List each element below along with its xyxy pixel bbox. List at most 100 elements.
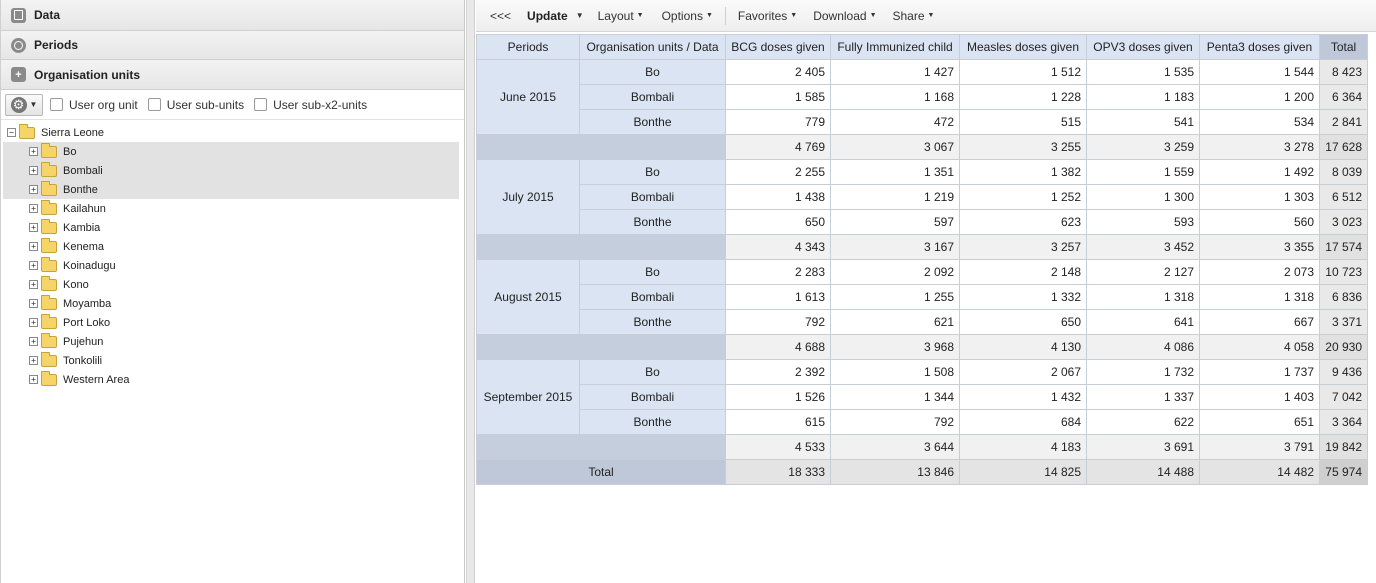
download-menu[interactable]: Download ▼ bbox=[807, 0, 882, 31]
subtotal-cell[interactable]: 4 086 bbox=[1086, 334, 1200, 360]
subtotal-cell[interactable]: 3 968 bbox=[830, 334, 960, 360]
subtotal-cell[interactable]: 3 355 bbox=[1199, 234, 1320, 260]
value-cell[interactable]: 1 403 bbox=[1199, 384, 1320, 410]
subtotal-cell[interactable]: 3 278 bbox=[1199, 134, 1320, 160]
row-total-cell[interactable]: 6 836 bbox=[1319, 284, 1368, 310]
value-cell[interactable]: 1 737 bbox=[1199, 359, 1320, 385]
row-total-cell[interactable]: 6 512 bbox=[1319, 184, 1368, 210]
subtotal-total-cell[interactable]: 17 574 bbox=[1319, 234, 1368, 260]
value-cell[interactable]: 1 559 bbox=[1086, 159, 1200, 185]
value-cell[interactable]: 622 bbox=[1086, 409, 1200, 435]
favorites-menu[interactable]: Favorites ▼ bbox=[732, 0, 803, 31]
value-cell[interactable]: 541 bbox=[1086, 109, 1200, 135]
user-sub-x2-units-checkbox[interactable]: User sub-x2-units bbox=[254, 98, 367, 112]
value-cell[interactable]: 1 318 bbox=[1086, 284, 1200, 310]
expand-icon[interactable]: + bbox=[29, 261, 38, 270]
value-cell[interactable]: 560 bbox=[1199, 209, 1320, 235]
subtotal-cell[interactable]: 4 769 bbox=[725, 134, 831, 160]
value-cell[interactable]: 1 544 bbox=[1199, 59, 1320, 85]
subtotal-cell[interactable]: 4 130 bbox=[959, 334, 1087, 360]
panel-splitter[interactable] bbox=[466, 0, 475, 583]
expand-icon[interactable]: + bbox=[29, 375, 38, 384]
subtotal-cell[interactable]: 4 688 bbox=[725, 334, 831, 360]
tree-node[interactable]: + Bo bbox=[3, 142, 459, 161]
value-cell[interactable]: 684 bbox=[959, 409, 1087, 435]
expand-icon[interactable]: + bbox=[29, 356, 38, 365]
expand-icon[interactable]: + bbox=[29, 337, 38, 346]
subtotal-cell[interactable]: 3 257 bbox=[959, 234, 1087, 260]
subtotal-cell[interactable]: 3 691 bbox=[1086, 434, 1200, 460]
value-cell[interactable]: 2 073 bbox=[1199, 259, 1320, 285]
value-cell[interactable]: 650 bbox=[959, 309, 1087, 335]
subtotal-cell[interactable]: 4 058 bbox=[1199, 334, 1320, 360]
row-total-cell[interactable]: 3 023 bbox=[1319, 209, 1368, 235]
value-cell[interactable]: 1 219 bbox=[830, 184, 960, 210]
row-total-cell[interactable]: 3 364 bbox=[1319, 409, 1368, 435]
tree-node[interactable]: + Western Area bbox=[3, 370, 459, 389]
value-cell[interactable]: 1 613 bbox=[725, 284, 831, 310]
row-total-cell[interactable]: 3 371 bbox=[1319, 309, 1368, 335]
row-total-cell[interactable]: 10 723 bbox=[1319, 259, 1368, 285]
subtotal-cell[interactable]: 4 183 bbox=[959, 434, 1087, 460]
value-cell[interactable]: 651 bbox=[1199, 409, 1320, 435]
value-cell[interactable]: 1 252 bbox=[959, 184, 1087, 210]
share-menu[interactable]: Share ▼ bbox=[887, 0, 941, 31]
subtotal-cell[interactable]: 3 452 bbox=[1086, 234, 1200, 260]
collapse-icon[interactable]: − bbox=[7, 128, 16, 137]
value-cell[interactable]: 792 bbox=[830, 409, 960, 435]
value-cell[interactable]: 1 526 bbox=[725, 384, 831, 410]
value-cell[interactable]: 1 228 bbox=[959, 84, 1087, 110]
value-cell[interactable]: 1 432 bbox=[959, 384, 1087, 410]
header-column[interactable]: Measles doses given bbox=[959, 34, 1087, 60]
value-cell[interactable]: 1 168 bbox=[830, 84, 960, 110]
subtotal-total-cell[interactable]: 17 628 bbox=[1319, 134, 1368, 160]
subtotal-cell[interactable]: 3 259 bbox=[1086, 134, 1200, 160]
user-org-unit-checkbox[interactable]: User org unit bbox=[50, 98, 138, 112]
grand-total-total-cell[interactable]: 75 974 bbox=[1319, 459, 1368, 485]
expand-icon[interactable]: + bbox=[29, 147, 38, 156]
grand-total-cell[interactable]: 14 825 bbox=[959, 459, 1087, 485]
value-cell[interactable]: 1 535 bbox=[1086, 59, 1200, 85]
tree-node[interactable]: + Port Loko bbox=[3, 313, 459, 332]
tree-node[interactable]: + Pujehun bbox=[3, 332, 459, 351]
value-cell[interactable]: 779 bbox=[725, 109, 831, 135]
value-cell[interactable]: 1 732 bbox=[1086, 359, 1200, 385]
header-periods[interactable]: Periods bbox=[476, 34, 580, 60]
user-sub-units-checkbox[interactable]: User sub-units bbox=[147, 98, 244, 112]
value-cell[interactable]: 1 303 bbox=[1199, 184, 1320, 210]
grand-total-cell[interactable]: 14 488 bbox=[1086, 459, 1200, 485]
expand-icon[interactable]: + bbox=[29, 280, 38, 289]
header-column[interactable]: OPV3 doses given bbox=[1086, 34, 1200, 60]
row-total-cell[interactable]: 2 841 bbox=[1319, 109, 1368, 135]
tree-node[interactable]: + Kenema bbox=[3, 237, 459, 256]
value-cell[interactable]: 1 344 bbox=[830, 384, 960, 410]
update-button[interactable]: Update bbox=[517, 0, 574, 31]
header-column[interactable]: Fully Immunized child bbox=[830, 34, 960, 60]
expand-icon[interactable]: + bbox=[29, 318, 38, 327]
value-cell[interactable]: 623 bbox=[959, 209, 1087, 235]
value-cell[interactable]: 1 438 bbox=[725, 184, 831, 210]
value-cell[interactable]: 1 300 bbox=[1086, 184, 1200, 210]
value-cell[interactable]: 2 283 bbox=[725, 259, 831, 285]
value-cell[interactable]: 534 bbox=[1199, 109, 1320, 135]
value-cell[interactable]: 641 bbox=[1086, 309, 1200, 335]
value-cell[interactable]: 2 067 bbox=[959, 359, 1087, 385]
layout-menu[interactable]: Layout ▼ bbox=[592, 0, 650, 31]
header-column[interactable]: Penta3 doses given bbox=[1199, 34, 1320, 60]
value-cell[interactable]: 1 508 bbox=[830, 359, 960, 385]
value-cell[interactable]: 1 318 bbox=[1199, 284, 1320, 310]
header-total[interactable]: Total bbox=[1319, 34, 1368, 60]
tree-node[interactable]: + Bonthe bbox=[3, 180, 459, 199]
accordion-org-units[interactable]: + Organisation units bbox=[1, 60, 464, 90]
value-cell[interactable]: 2 148 bbox=[959, 259, 1087, 285]
tree-node[interactable]: + Moyamba bbox=[3, 294, 459, 313]
grand-total-cell[interactable]: 13 846 bbox=[830, 459, 960, 485]
tree-node[interactable]: + Kailahun bbox=[3, 199, 459, 218]
header-ou-data[interactable]: Organisation units / Data bbox=[579, 34, 726, 60]
accordion-data[interactable]: Data bbox=[1, 0, 464, 31]
value-cell[interactable]: 1 255 bbox=[830, 284, 960, 310]
accordion-periods[interactable]: Periods bbox=[1, 31, 464, 60]
expand-icon[interactable]: + bbox=[29, 185, 38, 194]
subtotal-cell[interactable]: 3 067 bbox=[830, 134, 960, 160]
collapse-panel-button[interactable]: <<< bbox=[484, 0, 517, 31]
